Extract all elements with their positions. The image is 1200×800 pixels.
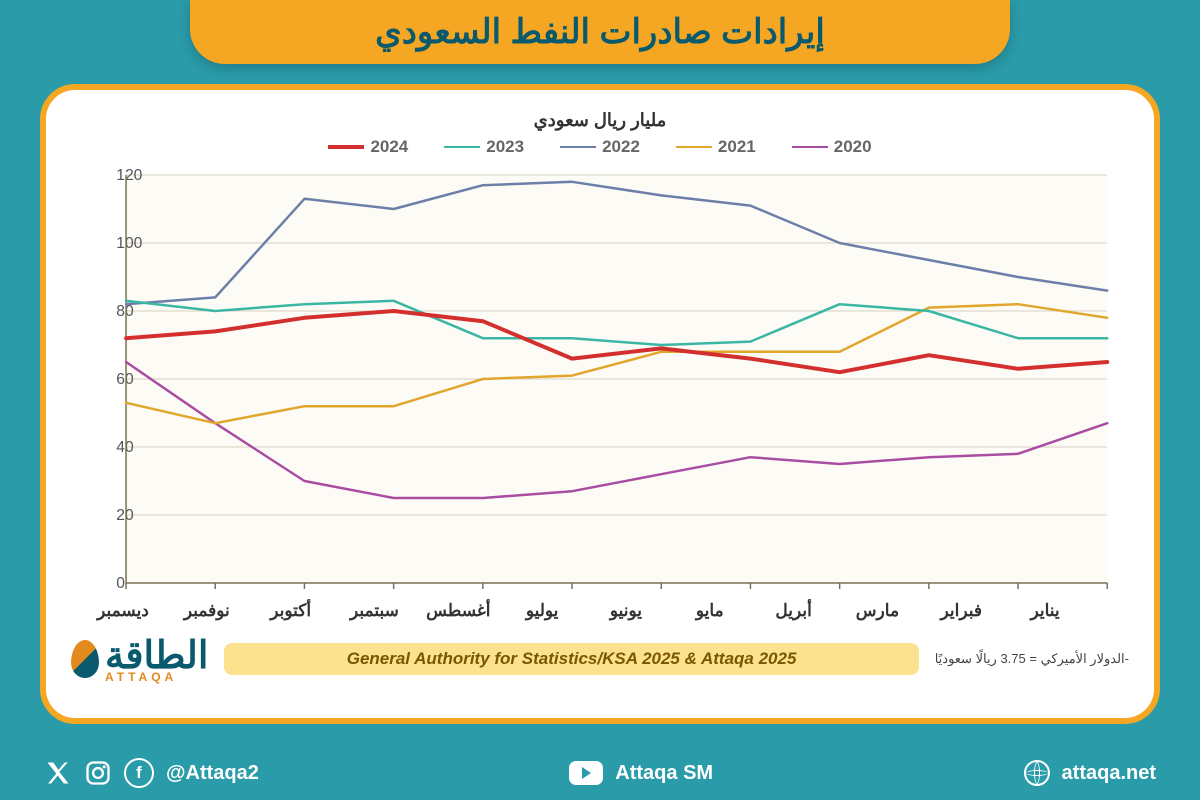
chart-legend: 2020 2021 2022 2023 2024 [71, 137, 1129, 157]
legend-item: 2020 [792, 137, 872, 157]
x-tick-label: يونيو [584, 601, 668, 621]
attaqa-logo: الطاقة ATTAQA [71, 633, 208, 684]
svg-text:40: 40 [116, 439, 134, 456]
social-handle: @Attaqa2 [166, 762, 259, 785]
x-tick-label: يوليو [500, 601, 584, 621]
instagram-icon [84, 759, 112, 787]
legend-item: 2023 [444, 137, 524, 157]
x-tick-label: مايو [668, 601, 752, 621]
source-attribution: General Authority for Statistics/KSA 202… [224, 643, 918, 675]
x-tick-label: فبراير [919, 601, 1003, 621]
svg-text:120: 120 [116, 167, 142, 184]
globe-icon [1024, 760, 1050, 786]
x-twitter-icon [44, 759, 72, 787]
x-tick-label: أكتوبر [249, 601, 333, 621]
youtube-cluster: Attaqa SM [569, 761, 713, 785]
facebook-icon: f [124, 758, 154, 788]
x-tick-label: مارس [836, 601, 920, 621]
social-bar: f @Attaqa2 Attaqa SM attaqa.net [0, 746, 1200, 800]
chart-subtitle: مليار ريال سعودي [71, 110, 1129, 131]
svg-text:100: 100 [116, 235, 142, 252]
youtube-icon [569, 761, 603, 785]
website-label: attaqa.net [1062, 762, 1156, 785]
chart-plot: 0 20 40 60 80 100 120 [81, 167, 1119, 597]
x-tick-label: أغسطس [416, 601, 500, 621]
page-title: إيرادات صادرات النفط السعودي [190, 0, 1010, 64]
social-handle-cluster: f @Attaqa2 [44, 758, 259, 788]
x-tick-label: سبتمبر [333, 601, 417, 621]
chart-panel: الطاقةA T T A Q A مليار ريال سعودي 20202… [40, 84, 1160, 724]
x-tick-label: أبريل [752, 601, 836, 621]
youtube-label: Attaqa SM [615, 762, 713, 785]
svg-text:20: 20 [116, 507, 134, 524]
website-cluster: attaqa.net [1024, 760, 1156, 786]
svg-text:0: 0 [116, 575, 125, 592]
legend-item: 2022 [560, 137, 640, 157]
exchange-rate-note: -الدولار الأميركي = 3.75 ريالًا سعوديًا [935, 651, 1129, 667]
x-tick-label: يناير [1003, 601, 1087, 621]
legend-item: 2024 [328, 137, 408, 157]
svg-text:80: 80 [116, 303, 134, 320]
x-tick-label: نوفمبر [165, 601, 249, 621]
logo-drop-icon [71, 640, 99, 678]
svg-text:60: 60 [116, 371, 134, 388]
x-tick-label: ديسمبر [81, 601, 165, 621]
legend-item: 2021 [676, 137, 756, 157]
x-axis-labels: ينايرفبرايرمارسأبريلمايويونيويوليوأغسطسس… [71, 601, 1129, 621]
